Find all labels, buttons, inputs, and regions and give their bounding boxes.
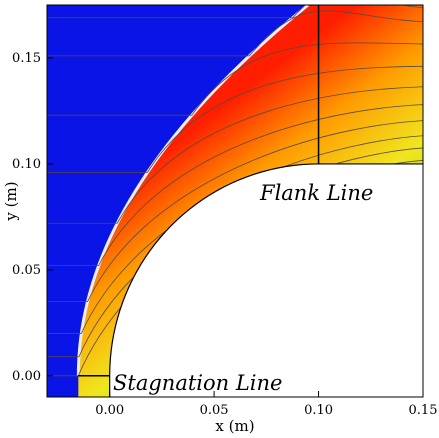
plot-frame bbox=[46, 4, 424, 398]
streamline bbox=[47, 120, 423, 303]
x-axis: 0.00 0.05 0.10 0.15 bbox=[95, 391, 437, 418]
y-axis: 0.00 0.05 0.10 0.15 bbox=[12, 51, 53, 384]
shock-edge bbox=[76, 5, 310, 376]
x-tick-label: 0.10 bbox=[304, 403, 333, 418]
body-wall bbox=[109, 163, 423, 397]
y-axis-title: y (m) bbox=[2, 181, 20, 221]
y-tick-label: 0.10 bbox=[12, 157, 41, 172]
streamline bbox=[47, 65, 423, 173]
x-tick-label: 0.00 bbox=[95, 403, 124, 418]
streamline bbox=[47, 86, 423, 224]
y-tick-label: 0.15 bbox=[12, 51, 41, 66]
streamline bbox=[47, 10, 423, 57]
y-tick-label: 0.00 bbox=[12, 369, 41, 384]
stagnation-line-label: Stagnation Line bbox=[113, 371, 282, 395]
plot-area bbox=[47, 5, 423, 397]
streamline bbox=[47, 104, 423, 267]
y-tick-label: 0.05 bbox=[12, 263, 41, 278]
body-region bbox=[109, 163, 423, 397]
streamline bbox=[47, 42, 423, 116]
shock-layer bbox=[78, 5, 423, 397]
x-tick-label: 0.15 bbox=[409, 403, 438, 418]
probe-lines bbox=[78, 5, 320, 377]
x-axis-title: x (m) bbox=[215, 417, 254, 435]
flank-line-label: Flank Line bbox=[259, 181, 373, 205]
x-tick-label: 0.05 bbox=[200, 403, 229, 418]
